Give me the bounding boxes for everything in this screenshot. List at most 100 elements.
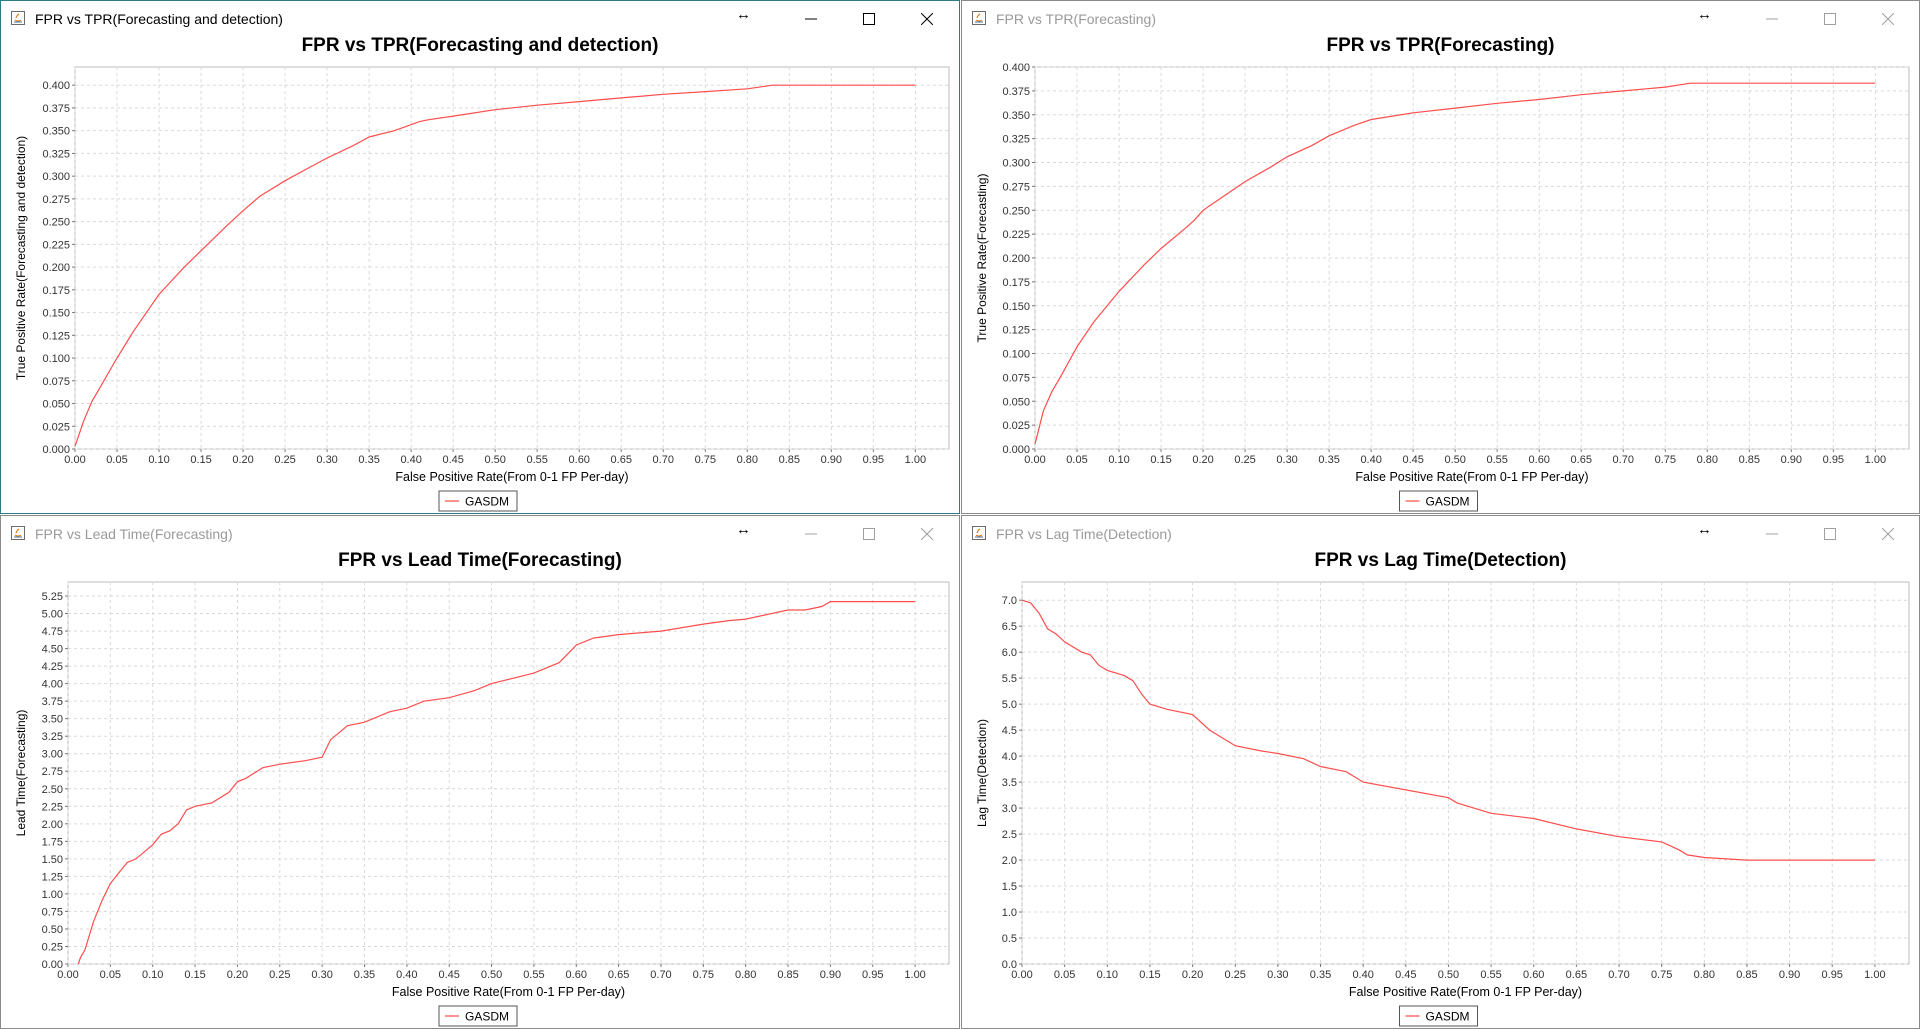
maximize-button[interactable] [846,516,892,552]
x-tick-label: 0.05 [106,454,127,466]
close-icon [1882,528,1894,540]
y-tick-label: 0.000 [1002,444,1030,456]
x-tick-label: 0.90 [1781,454,1802,466]
y-tick-label: 0.175 [1002,277,1030,289]
x-tick-label: 0.80 [737,454,758,466]
legend: GASDM [1399,1005,1478,1027]
x-tick-label: 0.45 [438,969,459,981]
java-app-icon [11,526,25,540]
java-app-icon [972,11,986,25]
y-tick-label: 4.75 [42,626,63,638]
series-line-gasdm [1034,82,1876,445]
x-tick-label: 0.65 [1571,454,1592,466]
y-axis: 0.00 0.25 0.50 0.75 1.00 1.25 1.50 1.75 2.00 2.25… [42,591,949,971]
y-axis-label: True Positive Rate(Forecasting) [975,174,989,343]
minimize-icon [1766,533,1778,535]
line-chart: FPR vs Lead Time(Forecasting) 0.00 0.05 0.1… [14,550,950,1027]
x-axis-label: False Positive Rate(From 0-1 FP Per-day) [1355,470,1588,484]
x-axis-label: False Positive Rate(From 0-1 FP Per-day) [392,985,625,999]
x-tick-label: 0.95 [863,454,884,466]
chart-window-lead-time[interactable]: FPR vs Lead Time(Forecasting) ↔ FPR vs L… [0,515,960,1029]
resize-arrows-icon[interactable]: ↔ [736,521,751,538]
y-tick-label: 2.00 [42,819,63,831]
x-tick-label: 1.00 [1865,454,1886,466]
y-tick-label: 2.0 [1002,855,1017,867]
x-tick-label: 0.45 [1402,454,1423,466]
y-tick-label: 0.200 [1002,253,1030,265]
maximize-button[interactable] [1807,1,1853,37]
y-tick-label: 0.275 [1002,181,1030,193]
x-tick-label: 0.60 [1529,454,1550,466]
y-tick-label: 0.300 [42,171,70,183]
y-tick-label: 3.25 [42,731,63,743]
y-tick-label: 5.00 [42,609,63,621]
y-tick-label: 2.5 [1002,829,1017,841]
x-tick-label: 0.70 [1608,969,1629,981]
x-tick-label: 0.65 [611,454,632,466]
plot-area [1021,581,1910,965]
x-tick-label: 0.85 [777,969,798,981]
y-tick-label: 0.100 [1002,349,1030,361]
resize-arrows-icon[interactable]: ↔ [1697,521,1712,538]
java-app-icon [972,526,986,540]
x-tick-label: 0.85 [779,454,800,466]
x-axis-label: False Positive Rate(From 0-1 FP Per-day) [395,470,628,484]
title-bar[interactable]: FPR vs TPR(Forecasting) ↔ [962,1,1919,38]
minimize-button[interactable] [788,1,834,37]
y-tick-label: 0.400 [42,80,70,92]
x-tick-label: 0.90 [821,454,842,466]
close-button[interactable] [904,516,950,552]
x-tick-label: 0.75 [693,969,714,981]
window-title: FPR vs TPR(Forecasting) [996,11,1156,27]
y-tick-label: 0.000 [42,444,70,456]
title-bar[interactable]: FPR vs Lead Time(Forecasting) ↔ [1,516,959,553]
x-tick-label: 0.00 [1024,454,1045,466]
x-tick-label: 0.00 [57,969,78,981]
y-tick-label: 5.0 [1002,699,1017,711]
x-tick-label: 1.00 [905,454,926,466]
x-tick-label: 0.05 [1054,969,1075,981]
y-tick-label: 0.250 [42,217,70,229]
legend-label: GASDM [1426,495,1470,509]
close-button[interactable] [1865,1,1911,37]
y-tick-label: 0.0 [1002,959,1017,971]
y-tick-label: 0.050 [1002,396,1030,408]
x-tick-label: 0.80 [1694,969,1715,981]
title-bar[interactable]: FPR vs TPR(Forecasting and detection) ↔ [1,1,959,38]
close-button[interactable] [1865,516,1911,552]
y-tick-label: 1.75 [42,836,63,848]
y-tick-label: 2.25 [42,801,63,813]
resize-arrows-icon[interactable]: ↔ [1697,6,1712,23]
chart-window-tpr-forecasting-detection[interactable]: FPR vs TPR(Forecasting and detection) ↔ … [0,0,960,514]
resize-arrows-icon[interactable]: ↔ [736,6,751,23]
maximize-button[interactable] [1807,516,1853,552]
x-tick-label: 1.00 [1864,969,1885,981]
chart-window-tpr-forecasting[interactable]: FPR vs TPR(Forecasting) ↔ FPR vs TPR(For… [961,0,1920,514]
chart-title: FPR vs TPR(Forecasting and detection) [302,35,659,56]
x-tick-label: 0.40 [1360,454,1381,466]
series-line-gasdm [1021,599,1875,861]
minimize-button[interactable] [1749,1,1795,37]
minimize-button[interactable] [1749,516,1795,552]
close-button[interactable] [904,1,950,37]
y-tick-label: 1.25 [42,871,63,883]
y-tick-label: 1.0 [1002,907,1017,919]
minimize-button[interactable] [788,516,834,552]
y-tick-label: 0.325 [42,148,70,160]
chart-window-lag-time[interactable]: FPR vs Lag Time(Detection) ↔ FPR vs Lag … [961,515,1920,1029]
y-tick-label: 4.50 [42,644,63,656]
x-tick-label: 0.40 [1352,969,1373,981]
x-tick-label: 0.80 [1697,454,1718,466]
x-tick-label: 0.25 [274,454,295,466]
x-tick-label: 0.90 [1779,969,1800,981]
maximize-icon [863,13,875,25]
x-tick-label: 0.95 [1823,454,1844,466]
title-bar[interactable]: FPR vs Lag Time(Detection) ↔ [962,516,1919,553]
x-tick-label: 1.00 [904,969,925,981]
y-tick-label: 7.0 [1002,595,1017,607]
maximize-icon [1824,528,1836,540]
x-tick-label: 0.35 [1318,454,1339,466]
y-tick-label: 0.125 [1002,325,1030,337]
maximize-button[interactable] [846,1,892,37]
close-icon [921,528,933,540]
